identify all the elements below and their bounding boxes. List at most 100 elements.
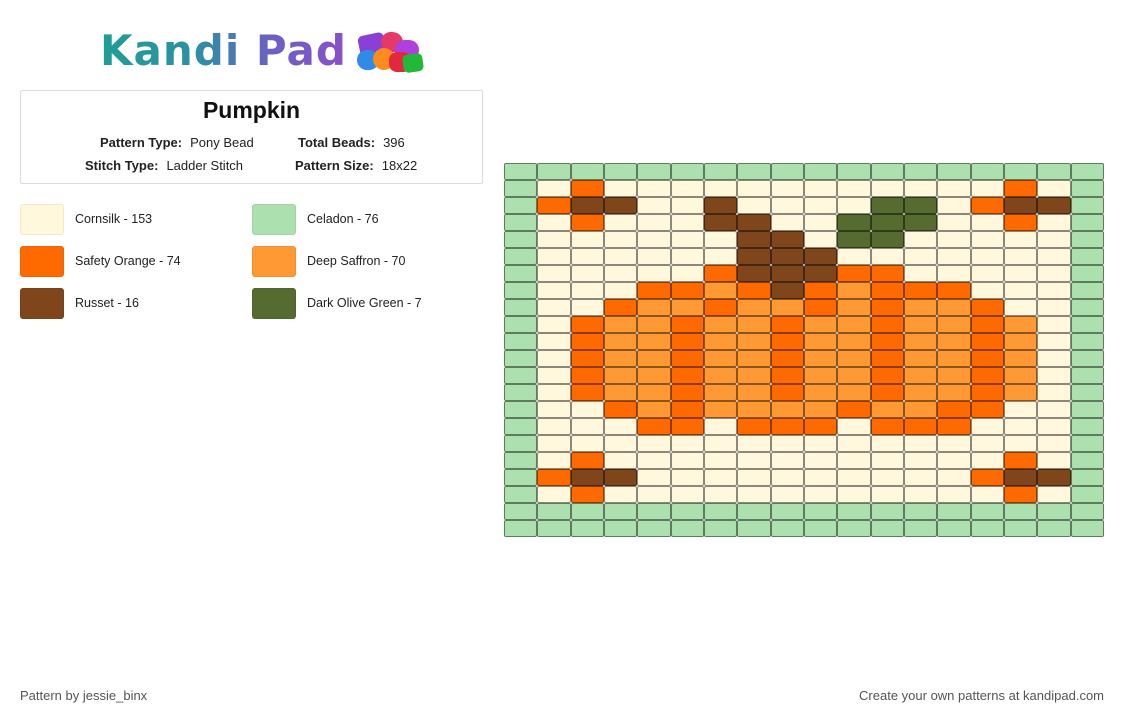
bead (804, 520, 838, 537)
bead (737, 197, 771, 214)
bead (970, 384, 1004, 401)
bead (1070, 367, 1104, 384)
bead (537, 401, 571, 418)
bead (770, 163, 804, 180)
bead (1037, 401, 1071, 418)
bead (870, 469, 904, 486)
bead (837, 214, 871, 231)
bead (704, 367, 738, 384)
bead (537, 248, 571, 265)
bead (504, 486, 538, 503)
bead (737, 418, 771, 435)
bead (537, 520, 571, 537)
bead (670, 180, 704, 197)
bead (937, 367, 971, 384)
stitch-type-value: Ladder Stitch (166, 158, 244, 173)
bead (837, 469, 871, 486)
bead (970, 180, 1004, 197)
bead (537, 316, 571, 333)
bead (804, 384, 838, 401)
legend-label: Deep Saffron - 70 (307, 254, 406, 268)
bead (604, 265, 638, 282)
bead (704, 469, 738, 486)
bead (770, 214, 804, 231)
bead (637, 367, 671, 384)
bead (670, 299, 704, 316)
bead (1037, 350, 1071, 367)
bead (804, 265, 838, 282)
color-swatch (252, 245, 296, 277)
bead (570, 486, 604, 503)
bead (704, 486, 738, 503)
bead (770, 231, 804, 248)
bead (704, 452, 738, 469)
bead (537, 197, 571, 214)
bead (1004, 520, 1038, 537)
bead (837, 197, 871, 214)
bead (637, 486, 671, 503)
bead (937, 299, 971, 316)
bead (604, 435, 638, 452)
bead (737, 214, 771, 231)
bead (1070, 435, 1104, 452)
bead (570, 401, 604, 418)
legend-label: Dark Olive Green - 7 (307, 296, 422, 310)
bead (637, 384, 671, 401)
bead (837, 384, 871, 401)
bead (804, 469, 838, 486)
bead (537, 435, 571, 452)
bead (537, 231, 571, 248)
bead (970, 452, 1004, 469)
bead (604, 214, 638, 231)
bead (904, 248, 938, 265)
bead (570, 418, 604, 435)
legend-label: Russet - 16 (75, 296, 139, 310)
bead (570, 435, 604, 452)
bead (837, 367, 871, 384)
bead (637, 265, 671, 282)
bead (837, 418, 871, 435)
bead (1037, 418, 1071, 435)
bead (670, 282, 704, 299)
kandi-pad-logo[interactable]: Kandi Pad (100, 26, 431, 76)
kandipad-promo-link[interactable]: Create your own patterns at kandipad.com (859, 688, 1104, 703)
bead (970, 401, 1004, 418)
bead (837, 180, 871, 197)
bead (704, 299, 738, 316)
bead (837, 282, 871, 299)
bead (670, 401, 704, 418)
bead (737, 180, 771, 197)
bead (637, 231, 671, 248)
bead (970, 503, 1004, 520)
bead (804, 503, 838, 520)
bead (904, 503, 938, 520)
bead (737, 486, 771, 503)
bead (637, 197, 671, 214)
bead (737, 248, 771, 265)
bead (637, 282, 671, 299)
bead (1004, 401, 1038, 418)
bead (537, 452, 571, 469)
bead (604, 469, 638, 486)
bead (670, 452, 704, 469)
bead (904, 282, 938, 299)
bead (770, 367, 804, 384)
bead (704, 350, 738, 367)
stitch-type-row: Stitch Type: Ladder Stitch (85, 158, 243, 173)
bead (604, 248, 638, 265)
bead (837, 265, 871, 282)
bead (570, 384, 604, 401)
bead (704, 418, 738, 435)
bead (870, 435, 904, 452)
bead (837, 299, 871, 316)
bead (1070, 384, 1104, 401)
bead (970, 197, 1004, 214)
bead (804, 418, 838, 435)
bead (504, 520, 538, 537)
bead (870, 452, 904, 469)
bead (870, 265, 904, 282)
pattern-size-label: Pattern Size: (295, 158, 374, 173)
bead (1070, 316, 1104, 333)
bead (1004, 418, 1038, 435)
bead (970, 316, 1004, 333)
